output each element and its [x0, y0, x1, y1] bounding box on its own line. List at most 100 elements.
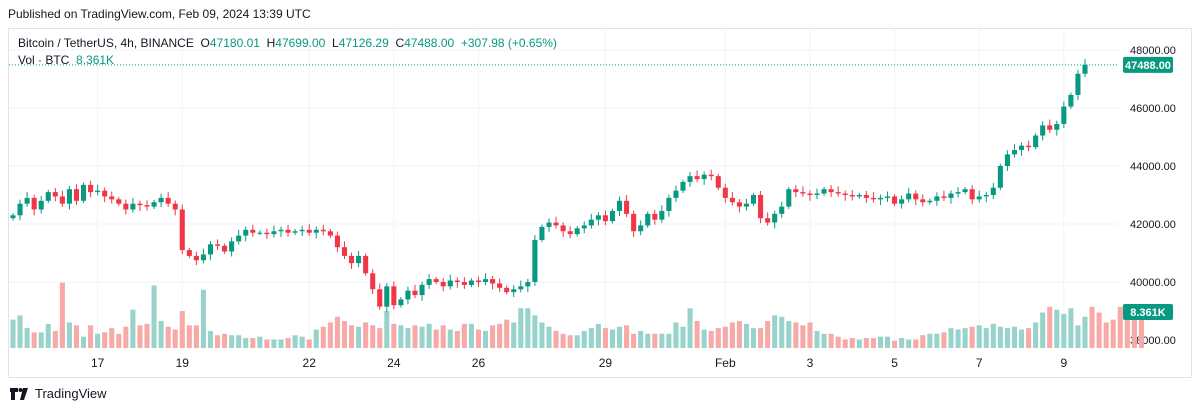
volume-bar: [1011, 326, 1018, 348]
candle-body: [609, 210, 616, 222]
candle-body: [186, 250, 192, 256]
candle-body: [927, 200, 933, 203]
footer-brand[interactable]: TradingView: [10, 386, 107, 401]
volume-bar: [264, 339, 270, 348]
last-volume-badge: [1123, 304, 1173, 320]
volume-bar: [722, 326, 728, 348]
candle-body: [88, 184, 94, 193]
volume-bar: [539, 322, 545, 348]
volume-bar: [807, 322, 813, 348]
y-tick-label: 46000.00: [1130, 103, 1176, 115]
y-tick-label: 40000.00: [1130, 277, 1176, 289]
candle-body: [285, 229, 291, 233]
candle-body: [701, 174, 707, 180]
candle-body: [687, 176, 693, 182]
volume-bar: [645, 333, 651, 348]
candle-body: [504, 287, 510, 293]
candle-body: [948, 193, 954, 198]
candle-body: [1033, 135, 1039, 148]
candle-body: [659, 210, 665, 220]
volume-bar: [948, 328, 954, 348]
legend-change: +307.98 (+0.65%): [460, 36, 557, 50]
candle-body: [243, 229, 249, 236]
candle-body: [955, 192, 961, 194]
candle-body: [1054, 123, 1060, 130]
volume-bar: [715, 328, 721, 348]
volume-bar: [835, 336, 841, 348]
volume-bar: [504, 319, 510, 348]
legend-close: 47488.00: [404, 36, 455, 50]
volume-bar: [772, 315, 778, 348]
candle-body: [334, 235, 340, 248]
candle-body: [616, 200, 623, 211]
volume-bar: [884, 336, 891, 348]
candle-body: [327, 231, 333, 236]
x-tick-label: 24: [387, 356, 401, 370]
legend-open: 47180.01: [209, 36, 260, 50]
candle-body: [969, 189, 975, 200]
candle-body: [193, 255, 199, 261]
volume-bar: [271, 339, 277, 348]
volume-bar: [920, 335, 926, 348]
candle-body: [743, 203, 750, 207]
volume-bar: [1061, 313, 1067, 348]
candle-body: [673, 190, 679, 198]
footer-brand-name: TradingView: [35, 386, 107, 401]
volume-bar: [997, 326, 1003, 348]
candle-body: [419, 284, 425, 296]
candle-body: [172, 203, 178, 210]
candle-body: [511, 289, 517, 293]
volume-bar: [144, 323, 150, 348]
candle-body: [1018, 145, 1025, 151]
candle-body: [116, 199, 122, 204]
candle-body: [624, 200, 630, 214]
last-price-label: 47488.00: [1125, 60, 1171, 72]
volume-bar: [236, 335, 242, 348]
candle-body: [595, 215, 601, 220]
volume-bar: [320, 326, 326, 348]
candle-body: [863, 195, 869, 198]
candle-body: [602, 215, 608, 222]
candle-body: [990, 187, 996, 195]
volume-bar: [370, 325, 376, 348]
volume-bar: [743, 323, 750, 348]
volume-bar: [31, 332, 37, 348]
volume-bar: [1131, 308, 1137, 348]
legend-o-label: O: [200, 36, 210, 50]
volume-bar: [990, 323, 996, 348]
volume-bar: [750, 328, 757, 348]
candle-body: [313, 229, 319, 233]
candle-body: [835, 192, 841, 194]
volume-bar: [673, 322, 679, 348]
volume-bar: [616, 326, 623, 348]
legend-volume-label[interactable]: Vol · BTC: [18, 53, 70, 67]
volume-bar: [80, 336, 87, 348]
candle-body: [38, 200, 44, 210]
candle-body: [765, 218, 771, 223]
candle-body: [631, 213, 637, 232]
candle-body: [497, 283, 503, 288]
candle-body: [715, 176, 721, 188]
legend-symbol[interactable]: Bitcoin / TetherUS, 4h, BINANCE: [18, 36, 194, 50]
volume-bar: [17, 315, 23, 348]
candle-body: [1075, 73, 1081, 95]
candle-body: [229, 241, 235, 252]
legend-l-label: L: [332, 36, 339, 50]
candle-body: [941, 196, 947, 198]
candle-body: [821, 189, 827, 194]
volume-bar: [560, 333, 566, 348]
candle-body: [736, 202, 742, 207]
volume-bar: [384, 311, 390, 348]
candle-body: [398, 299, 404, 306]
candle-body: [137, 203, 143, 206]
candle-body: [800, 192, 806, 194]
candle-body: [560, 225, 566, 232]
volume-bar: [892, 340, 898, 348]
candle-body: [913, 193, 919, 200]
volume-bar: [116, 333, 122, 348]
candle-body: [461, 282, 467, 285]
volume-bar: [243, 338, 249, 348]
volume-bar: [151, 285, 157, 348]
candle-body: [525, 282, 531, 287]
